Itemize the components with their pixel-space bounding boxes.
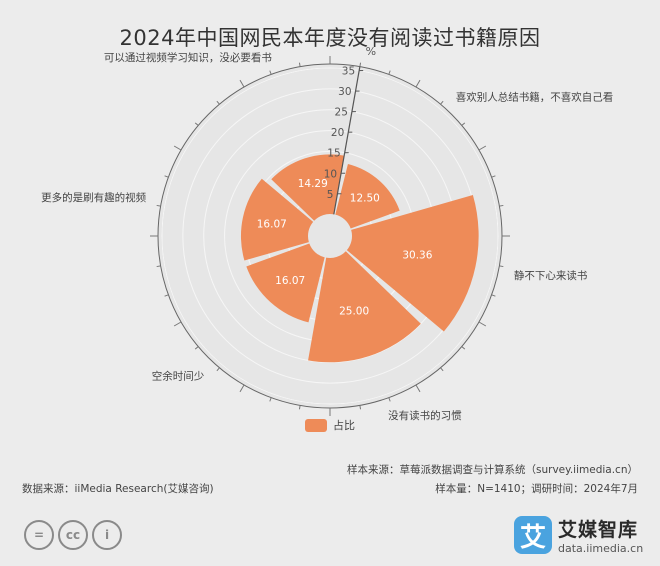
category-label-3: 空余时间少 bbox=[152, 370, 205, 383]
angular-tick bbox=[298, 405, 301, 410]
page-title: 2024年中国网民本年度没有阅读过书籍原因 bbox=[119, 26, 541, 50]
category-label-4: 更多的是刷有趣的视频 bbox=[41, 191, 146, 204]
legend-label: 占比 bbox=[333, 419, 355, 432]
bar-5 bbox=[271, 154, 345, 221]
angular-tick bbox=[461, 346, 466, 350]
angular-tick bbox=[239, 384, 245, 393]
value-label-4: 16.07 bbox=[257, 219, 287, 231]
angular-tick bbox=[499, 265, 504, 268]
radial-tick-label: 10 bbox=[324, 168, 337, 180]
cc-icon: cc bbox=[58, 520, 88, 550]
category-label-5: 可以通过视频学习知识，没必要看书 bbox=[104, 51, 272, 64]
angular-tick bbox=[478, 321, 487, 327]
category-label-2: 没有读书的习惯 bbox=[388, 409, 462, 422]
value-label-0: 12.50 bbox=[350, 192, 380, 204]
angular-tick bbox=[359, 62, 362, 67]
sample-source-note: 样本来源：草莓派数据调查与计算系统（survey.iimedia.cn） bbox=[347, 464, 638, 476]
angular-tick bbox=[194, 122, 199, 126]
category-label-0: 喜欢别人总结书籍，不喜欢自己看 bbox=[456, 90, 613, 103]
angular-tick bbox=[491, 175, 496, 178]
radial-tick-label: 20 bbox=[331, 127, 344, 139]
bar-0 bbox=[335, 164, 400, 229]
brand-logo-icon: 艾 bbox=[514, 516, 552, 554]
angular-tick bbox=[415, 384, 421, 393]
bar-2 bbox=[308, 251, 421, 363]
angular-tick bbox=[388, 70, 391, 75]
angular-tick bbox=[440, 367, 444, 372]
brand-name: 艾媒智库 bbox=[558, 519, 639, 541]
radial-axis-line bbox=[333, 66, 361, 215]
angular-tick bbox=[461, 122, 466, 126]
value-label-1: 30.36 bbox=[402, 250, 432, 262]
angular-tick bbox=[440, 100, 444, 105]
value-label-2: 25.00 bbox=[339, 305, 369, 317]
brand-url: data.iimedia.cn bbox=[558, 542, 644, 555]
radial-gridline bbox=[161, 67, 499, 405]
value-label-3: 16.07 bbox=[275, 275, 305, 287]
value-label-5: 14.29 bbox=[298, 178, 328, 190]
cc-nd-icon: = bbox=[24, 520, 54, 550]
angular-tick bbox=[499, 204, 504, 207]
radial-tick-label: 25 bbox=[335, 107, 348, 119]
radial-tick-label: 15 bbox=[327, 148, 340, 160]
angular-tick bbox=[173, 145, 182, 151]
angular-tick bbox=[216, 367, 220, 372]
angular-tick bbox=[359, 405, 362, 410]
radial-tick-label: 5 bbox=[327, 189, 334, 201]
angular-tick bbox=[156, 265, 161, 268]
angular-tick bbox=[388, 397, 391, 402]
angular-tick bbox=[194, 346, 199, 350]
angular-tick bbox=[478, 145, 487, 151]
angular-tick bbox=[216, 100, 220, 105]
category-label-1: 静不下心来读书 bbox=[514, 269, 588, 282]
angular-tick bbox=[415, 79, 421, 88]
angular-tick bbox=[156, 204, 161, 207]
bar-1 bbox=[346, 195, 479, 332]
axis-unit-label: % bbox=[366, 45, 376, 58]
license-badges: = cc i bbox=[24, 520, 122, 550]
angular-tick bbox=[173, 321, 182, 327]
angular-tick bbox=[269, 70, 272, 75]
angular-tick bbox=[491, 294, 496, 297]
legend-swatch bbox=[305, 418, 327, 432]
legend[interactable]: 占比 bbox=[0, 417, 660, 433]
cc-by-icon: i bbox=[92, 520, 122, 550]
bar-4 bbox=[240, 178, 314, 261]
radial-tick-label: 35 bbox=[342, 66, 355, 78]
sample-size-note: 样本量：N=1410；调研时间：2024年7月 bbox=[435, 483, 638, 495]
brand[interactable]: 艾 艾媒智库 data.iimedia.cn bbox=[514, 515, 643, 555]
angular-tick bbox=[269, 397, 272, 402]
angular-tick bbox=[164, 175, 169, 178]
data-source-note: 数据来源：iiMedia Research(艾媒咨询) bbox=[22, 483, 214, 495]
angular-tick bbox=[239, 79, 245, 88]
angular-tick bbox=[298, 62, 301, 67]
angular-tick bbox=[164, 294, 169, 297]
radial-tick-label: 30 bbox=[338, 86, 351, 98]
bar-3 bbox=[246, 243, 325, 323]
